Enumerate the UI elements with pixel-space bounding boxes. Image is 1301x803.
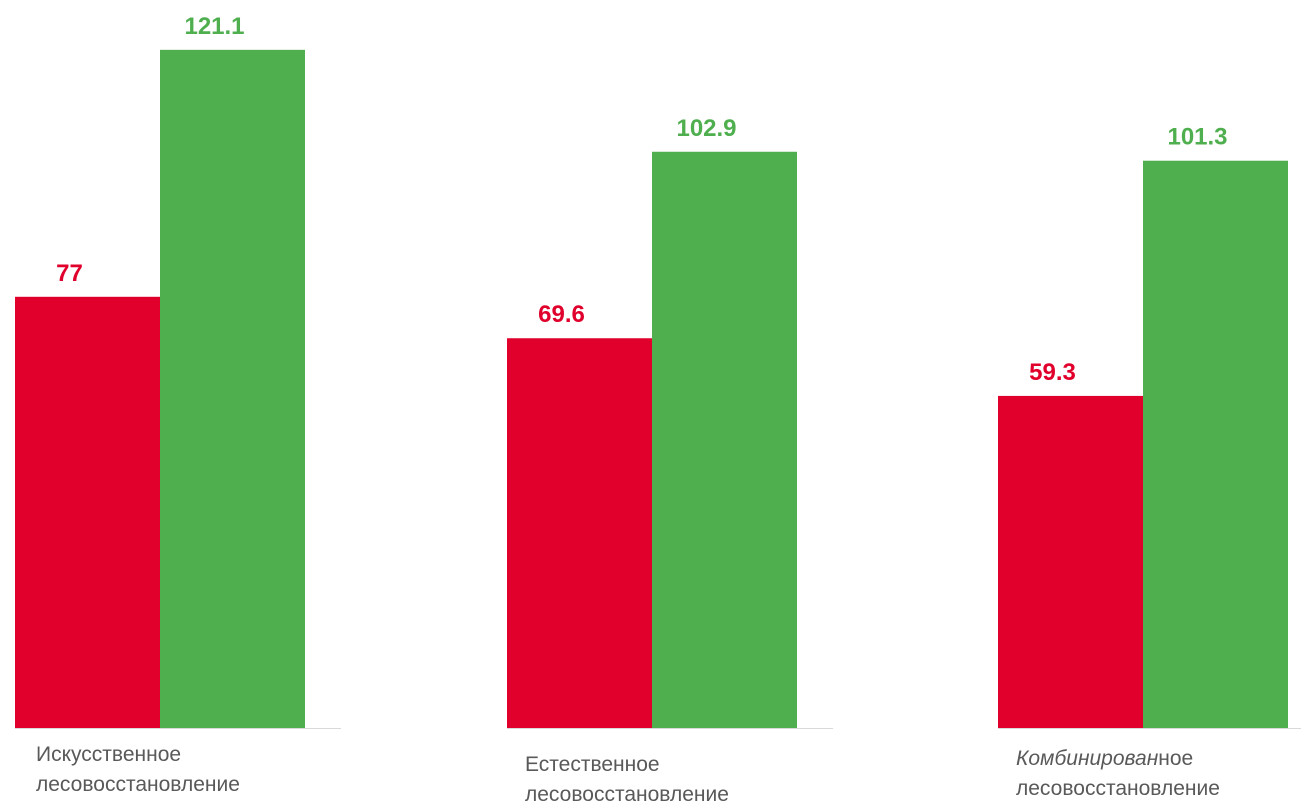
value-labels-layer: 77 69.6 59.3 121.1 102.9 101.3: [56, 13, 1227, 386]
bar: [15, 296, 160, 728]
bar: [652, 151, 797, 728]
bar: [507, 338, 652, 728]
category-labels-layer: Искусственное лесовосстановление Естествен…: [36, 743, 1220, 803]
bars-layer: [15, 49, 1288, 729]
category-label: Комбинированное: [1016, 747, 1193, 770]
value-label: 101.3: [1167, 124, 1227, 151]
value-label: 77: [56, 260, 83, 287]
category-label: Искусственное: [36, 743, 181, 766]
bar: [160, 49, 305, 728]
category-label-line2: лесовосстановление: [1016, 777, 1220, 800]
category-label-line2: лесовосстановление: [36, 773, 240, 796]
category-label-line2: лесовосстановление: [525, 783, 729, 803]
value-label: 102.9: [676, 115, 736, 142]
bar: [1143, 160, 1288, 729]
value-label: 69.6: [538, 301, 585, 328]
category-label: Естественное: [525, 753, 660, 776]
value-label: 59.3: [1029, 359, 1076, 386]
bar: [998, 395, 1143, 728]
value-label: 121.1: [184, 13, 244, 40]
